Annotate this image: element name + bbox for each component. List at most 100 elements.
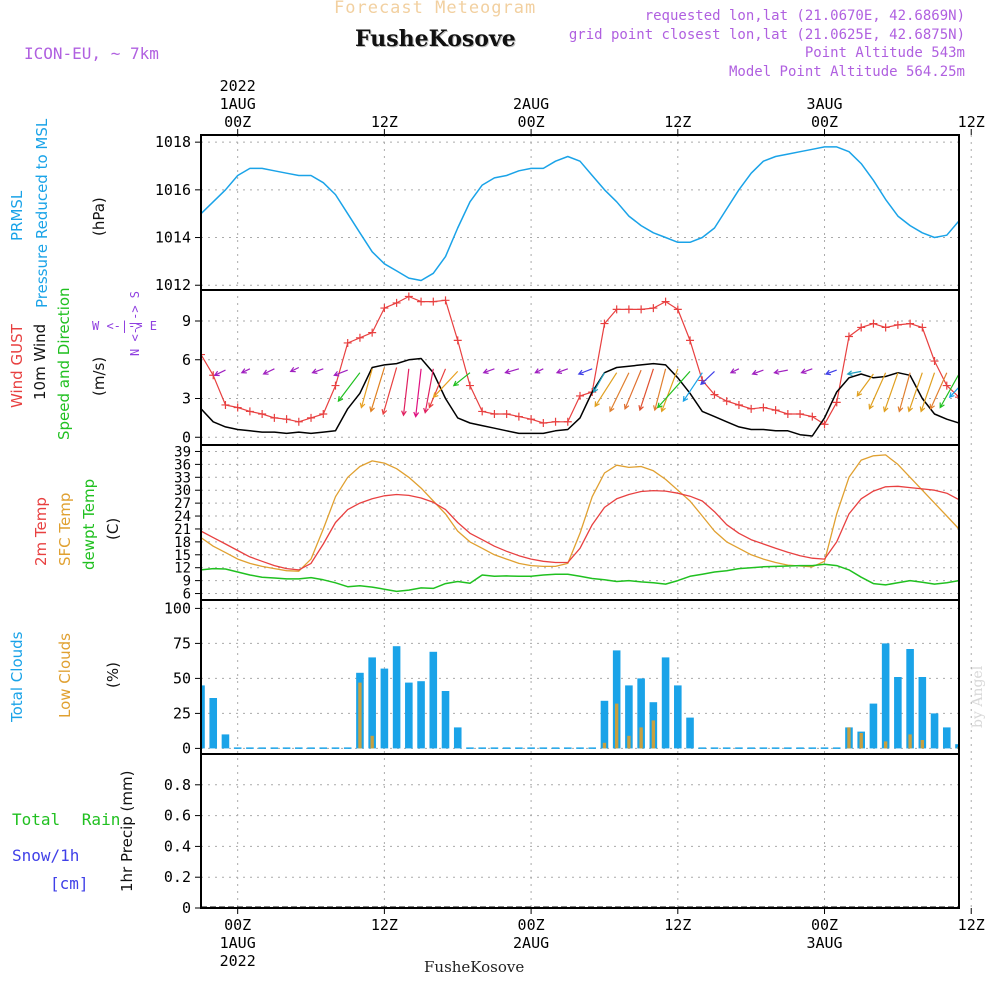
total-cloud-bar [527,747,535,749]
total-cloud-bar [539,747,548,749]
total-cloud-bar [563,747,572,749]
y-tick-label: 75 [173,634,191,652]
gust-marker [844,332,853,341]
model-label: ICON-EU, ~ 7km [24,44,159,63]
total-cloud-bar [368,657,376,749]
wind-arrow [534,368,544,374]
total-cloud-bar [246,747,254,749]
gust-marker [796,410,805,418]
gust-marker [233,403,242,412]
total-cloud-bar [490,747,499,749]
total-cloud-bar [808,747,817,749]
total-cloud-bar [331,747,340,749]
low-cloud-bar [651,720,656,749]
y-tick-label: 30 [174,483,191,499]
y-tick-label: 0.6 [164,807,191,825]
wind-arrow [656,371,691,409]
gust-marker [686,336,695,345]
y-tick-label: 36 [174,457,191,473]
footer-station: FusheKosove [424,958,525,976]
total-cloud-bar [955,744,959,749]
gust-marker [404,292,413,301]
gust-marker [673,305,682,314]
gust-marker [563,417,572,426]
gust-marker [514,412,523,421]
wind-arrow [262,368,275,375]
y-tick-label: 0 [182,899,191,917]
total-cloud-bar [515,747,523,749]
wind-arrow [240,368,251,374]
wind-arrow [856,373,874,397]
total-cloud-bar [417,681,425,749]
gust-marker [893,320,902,329]
low-cloud-bar [883,741,888,749]
top-time-label: 2AUG [513,95,549,113]
total-cloud-bar [820,747,829,749]
gust-marker [942,381,951,390]
gust-marker [808,412,817,421]
gust-marker [478,407,487,416]
requested-coords: requested lon,lat (21.0670E, 42.6869N) [644,8,965,24]
wind-arrow [213,369,226,377]
gust-marker [319,410,328,418]
top-time-label: 3AUG [806,95,842,113]
wind-arrow [907,372,923,413]
wind-arrow [423,368,434,414]
total-cloud-bar [686,717,694,749]
y-tick-label: 3 [182,390,191,408]
wind-arrow [369,367,385,413]
wind-arrow [897,372,911,413]
bottom-time-label: 12Z [371,916,398,934]
wind-arrow [800,368,813,374]
pressure-line [201,146,959,282]
y-tick-label: 0 [182,739,191,757]
total-cloud-bar [980,747,988,749]
wind-arrow [593,372,606,394]
gust-marker [307,413,316,422]
wind-arrow [337,372,361,403]
wind-arrow [729,368,740,374]
total-cloud-bar [906,649,914,749]
bottom-time-label: 1AUG [220,934,256,952]
bottom-time-label: 2AUG [513,934,549,952]
total-cloud-bar [307,747,315,749]
wind-arrow [482,368,495,374]
total-cloud-bar [258,747,266,749]
point-altitude: Point Altitude 543m [804,45,965,61]
total-cloud-bar [588,747,597,749]
low-cloud-bar [859,733,863,749]
bottom-time-label: 00Z [811,916,838,934]
total-cloud-bar [380,668,389,749]
top-time-label: 00Z [811,113,838,131]
gust-marker [600,319,609,328]
gust-marker [429,297,438,306]
y-tick-label: 1012 [155,276,191,294]
top-time-label: 00Z [518,113,545,131]
wind-arrow [623,369,642,410]
wind-arrow [555,368,569,374]
total-cloud-bar [502,747,511,749]
wind-arrow [751,369,764,376]
total-cloud-bar [759,747,768,749]
total-cloud-bar [319,747,328,749]
gust-marker [734,400,743,409]
top-time-label: 1AUG [220,95,256,113]
gust-marker [649,304,658,313]
gust-marker [710,390,719,399]
gust-marker [551,417,560,426]
precip-label-rain: Total Rain [12,810,121,829]
y-tick-label: 1014 [155,229,191,247]
y-tick-label: 33 [174,470,191,486]
wind-arrow [846,370,862,377]
gust-marker [270,413,279,422]
top-time-label: 12Z [664,113,691,131]
wind-arrow [700,370,715,386]
low-cloud-bar [627,735,631,749]
panel-frame [200,289,960,446]
bottom-time-label: 12Z [958,916,985,934]
wind-arrow [939,373,959,409]
wind-arrow [929,372,948,410]
y-tick-label: 12 [174,561,191,577]
gust-marker [343,338,352,347]
total-cloud-bar [429,651,438,749]
